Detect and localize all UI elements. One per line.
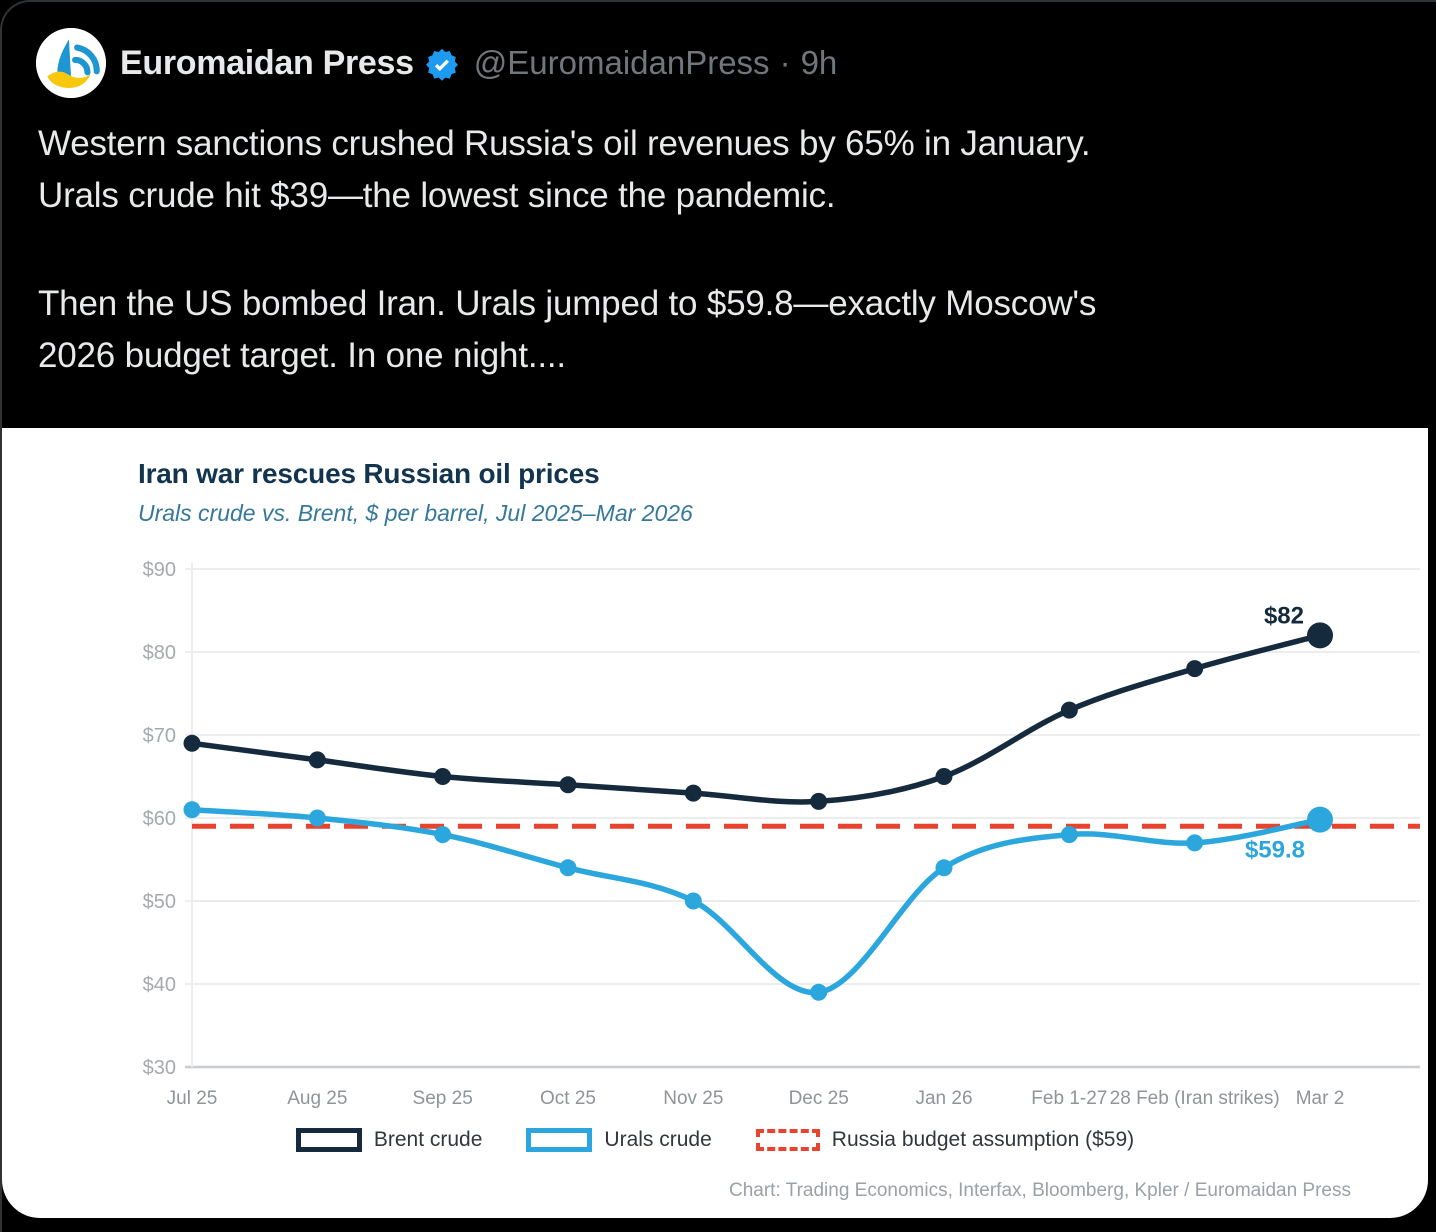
tweet-header: Euromaidan Press @EuromaidanPress · 9h	[36, 28, 837, 98]
legend-label-budget: Russia budget assumption ($59)	[831, 1128, 1135, 1151]
svg-text:$50: $50	[143, 891, 176, 913]
verified-badge-icon	[424, 47, 460, 83]
handle[interactable]: @EuromaidanPress	[473, 44, 770, 81]
svg-text:Jul 25: Jul 25	[167, 1088, 218, 1109]
svg-text:$82: $82	[1264, 602, 1304, 629]
svg-text:28 Feb (Iran strikes): 28 Feb (Iran strikes)	[1110, 1088, 1280, 1109]
avatar[interactable]	[36, 28, 106, 98]
display-name[interactable]: Euromaidan Press	[120, 43, 414, 82]
euromaidan-logo-icon	[36, 28, 106, 98]
svg-text:Nov 25: Nov 25	[663, 1088, 723, 1109]
svg-text:Aug 25: Aug 25	[287, 1088, 347, 1109]
svg-text:$90: $90	[143, 559, 176, 581]
svg-text:$80: $80	[143, 642, 176, 664]
timestamp[interactable]: 9h	[800, 44, 838, 81]
urals-swatch-icon	[526, 1128, 593, 1152]
svg-text:Feb 1-27: Feb 1-27	[1031, 1088, 1107, 1109]
svg-text:$59.8: $59.8	[1245, 837, 1305, 864]
chart-subtitle: Urals crude vs. Brent, $ per barrel, Jul…	[138, 500, 693, 526]
svg-text:Sep 25: Sep 25	[413, 1088, 473, 1109]
svg-text:$70: $70	[143, 725, 176, 747]
svg-text:Oct 25: Oct 25	[540, 1088, 596, 1109]
svg-text:$60: $60	[143, 808, 176, 830]
tweet-paragraph-2: Then the US bombed Iran. Urals jumped to…	[38, 278, 1418, 382]
brent-swatch-icon	[295, 1128, 362, 1152]
svg-text:Mar 2: Mar 2	[1296, 1088, 1345, 1109]
legend-item-urals: Urals crude	[526, 1128, 712, 1152]
chart-image[interactable]: Iran war rescues Russian oil prices Ural…	[2, 428, 1428, 1218]
separator: ·	[779, 44, 791, 81]
legend-item-budget: Russia budget assumption ($59)	[755, 1128, 1135, 1152]
legend-label-brent: Brent crude	[373, 1128, 483, 1151]
tweet-line-2: Urals crude hit $39—the lowest since the…	[38, 176, 836, 215]
tweet-line-1: Western sanctions crushed Russia's oil r…	[38, 124, 1091, 163]
chart-legend: Brent crude Urals crude Russia budget as…	[2, 1128, 1428, 1152]
legend-item-brent: Brent crude	[295, 1128, 483, 1152]
line-chart: $90 $80 $70 $60 $50 $40 $30 Jul 25 Aug 25 Sep 25 O…	[143, 559, 1420, 1109]
chart-title: Iran war rescues Russian oil prices	[138, 458, 600, 489]
svg-text:Dec 25: Dec 25	[789, 1088, 849, 1109]
svg-text:Jan 26: Jan 26	[915, 1088, 972, 1109]
tweet-line-3: Then the US bombed Iran. Urals jumped to…	[38, 284, 1097, 323]
svg-text:$40: $40	[143, 974, 176, 996]
chart-credit: Chart: Trading Economics, Interfax, Bloo…	[729, 1180, 1351, 1201]
budget-dashed-swatch-icon	[755, 1129, 820, 1151]
tweet-paragraph-1: Western sanctions crushed Russia's oil r…	[38, 118, 1418, 222]
tweet-text: Western sanctions crushed Russia's oil r…	[38, 118, 1418, 382]
legend-label-urals: Urals crude	[604, 1128, 712, 1151]
tweet-line-4: 2026 budget target. In one night....	[38, 336, 566, 375]
svg-text:$30: $30	[143, 1057, 176, 1079]
